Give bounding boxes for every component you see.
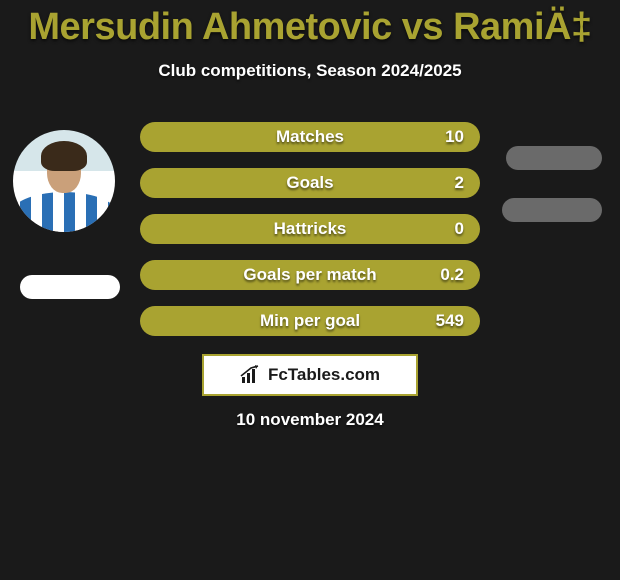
- page-title: Mersudin Ahmetovic vs RamiÄ‡: [0, 0, 620, 49]
- avatar-jersey: [13, 192, 115, 232]
- comparison-card: Mersudin Ahmetovic vs RamiÄ‡ Club compet…: [0, 0, 620, 580]
- source-logo: FcTables.com: [202, 354, 418, 396]
- avatar-hair: [41, 141, 87, 171]
- subtitle: Club competitions, Season 2024/2025: [0, 61, 620, 81]
- stat-bar-value: 2: [455, 173, 464, 193]
- stat-bar-label: Goals: [286, 173, 333, 193]
- stat-bar: Hattricks 0: [140, 214, 480, 244]
- player-right-pill: [506, 146, 602, 170]
- source-logo-text: FcTables.com: [268, 365, 380, 385]
- stat-bar-label: Min per goal: [260, 311, 360, 331]
- player-left: [8, 130, 120, 232]
- stat-bar-label: Hattricks: [274, 219, 347, 239]
- avatar-body: [13, 171, 115, 232]
- player-left-name-pill: [20, 275, 120, 299]
- stat-bar-value: 549: [436, 311, 464, 331]
- player-left-avatar: [13, 130, 115, 232]
- stat-bar-value: 0: [455, 219, 464, 239]
- stat-bar-label: Matches: [276, 127, 344, 147]
- footer-date: 10 november 2024: [236, 410, 383, 430]
- avatar-head: [47, 149, 81, 193]
- player-right-pill: [502, 198, 602, 222]
- stat-bar-value: 0.2: [440, 265, 464, 285]
- stat-bar-value: 10: [445, 127, 464, 147]
- chart-icon: [240, 365, 262, 385]
- stat-bars: Matches 10 Goals 2 Hattricks 0 Goals per match…: [140, 122, 480, 336]
- stat-bar: Goals per match 0.2: [140, 260, 480, 290]
- stat-bar: Min per goal 549: [140, 306, 480, 336]
- stat-bar-label: Goals per match: [243, 265, 376, 285]
- stat-bar: Goals 2: [140, 168, 480, 198]
- stat-bar: Matches 10: [140, 122, 480, 152]
